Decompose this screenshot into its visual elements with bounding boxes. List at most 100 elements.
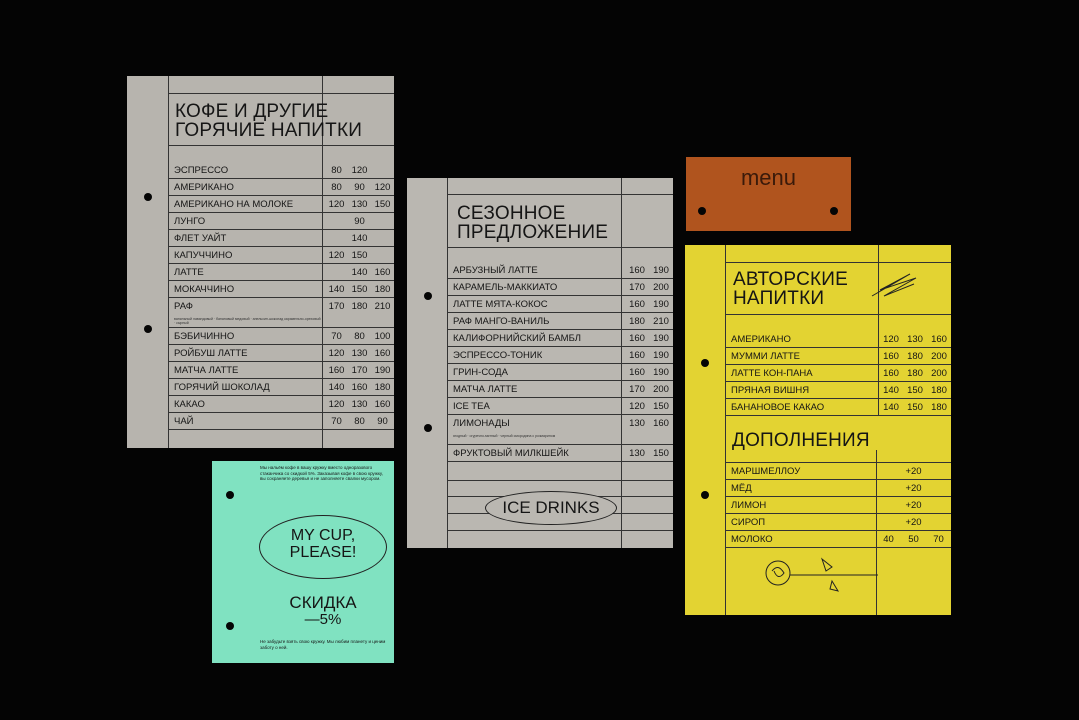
item-price: +20: [905, 465, 922, 477]
item-price: 180: [907, 350, 923, 362]
item-price: 150: [653, 400, 669, 412]
punch-hole: [698, 207, 706, 215]
item-price: [371, 216, 394, 227]
item-note: ягодный · огуречно-мятный · черный сморо…: [453, 434, 556, 438]
item-price: [371, 233, 394, 244]
item-price: 70: [331, 415, 342, 427]
menu-item: ФРУКТОВЫЙ МИЛКШЕЙК 130 150: [447, 445, 673, 462]
item-name: МАТЧА ЛАТТЕ: [174, 364, 239, 376]
addons-title: Дополнения: [732, 430, 870, 451]
slogan-line: PLEASE!: [289, 544, 357, 561]
menu-item: ЭСПРЕССО 80 120: [168, 162, 394, 179]
item-name: БАНАНОВОЕ КАКАО: [731, 401, 825, 413]
item-name: КАЛИФОРНИЙСКИЙ БАМБЛ: [453, 332, 582, 344]
title-line: напитки: [733, 288, 825, 309]
item-name: ЛУНГО: [174, 215, 206, 227]
item-price: [371, 250, 394, 261]
item-price: 120: [629, 400, 645, 412]
item-price: 160: [931, 333, 947, 345]
menu-item: АРБУЗНЫЙ ЛАТТЕ 160 190: [447, 262, 673, 279]
menu-item: РАФ МАНГО-ВАНИЛЬ 180 210: [447, 313, 673, 330]
seasonal-menu-list: АРБУЗНЫЙ ЛАТТЕ 160 190 КАРАМЕЛЬ-МАККИАТО 170…: [447, 262, 673, 462]
item-price: 180: [931, 401, 947, 413]
menu-tag: menu: [686, 157, 851, 231]
item-price: 120: [328, 249, 345, 261]
punch-hole: [226, 491, 234, 499]
item-price: 120: [883, 333, 899, 345]
footer-text: Не забудьте взять свою кружку. Мы любим …: [260, 639, 386, 650]
item-name: ЛАТТЕ КОН-ПАНА: [731, 367, 813, 379]
item-name: АМЕРИКАНО: [731, 333, 791, 345]
slogan-line: MY CUP,: [290, 527, 356, 544]
menu-item: МАРШМЕЛЛОУ +20: [725, 463, 951, 480]
item-name: ПРЯНАЯ ВИШНЯ: [731, 384, 810, 396]
signature-menu-card: Авторские напитки АМЕРИКАНО 120 130 160 МУММ…: [685, 245, 951, 615]
item-price: 190: [653, 264, 669, 276]
punch-hole: [226, 622, 234, 630]
menu-item: АМЕРИКАНО 80 90 120: [168, 179, 394, 196]
item-price: 160: [374, 347, 391, 359]
item-price: 120: [374, 181, 391, 193]
menu-item: ФЛЕТ УАЙТ 140: [168, 230, 394, 247]
slogan: MY CUP, PLEASE!: [259, 527, 387, 561]
item-price: 140: [351, 232, 368, 244]
item-price: 200: [931, 367, 947, 379]
menu-item: РОЙБУШ ЛАТТЕ 120 130 160: [168, 345, 394, 362]
item-name: АРБУЗНЫЙ ЛАТТЕ: [453, 264, 538, 276]
item-name: МАТЧА ЛАТТЕ: [453, 383, 518, 395]
menu-item: АМЕРИКАНО НА МОЛОКЕ 120 130 150: [168, 196, 394, 213]
item-price: 80: [354, 415, 365, 427]
item-name: КАКАО: [174, 398, 205, 410]
menu-item: МАТЧА ЛАТТЕ 170 200: [447, 381, 673, 398]
item-price: 160: [374, 398, 391, 410]
item-price: 170: [629, 281, 645, 293]
item-price: 140: [351, 266, 368, 278]
punch-hole: [144, 325, 152, 333]
item-price: 140: [883, 401, 899, 413]
signature-menu-title: Авторские напитки: [733, 270, 848, 308]
item-price: +20: [905, 499, 922, 511]
hot-drinks-menu-card: Кофе и другие горячие напитки ЭСПРЕССО 80…: [127, 76, 394, 448]
hot-menu-list: ЭСПРЕССО 80 120 АМЕРИКАНО 80 90 120 АМЕРИКАНО Н…: [168, 162, 394, 430]
menu-item: ЛИМОНАДЫ ягодный · огуречно-мятный · черн…: [447, 415, 673, 445]
item-price: 130: [351, 198, 368, 210]
item-price: 70: [331, 330, 342, 342]
item-price: 140: [328, 283, 345, 295]
item-name: ЛАТТЕ МЯТА-КОКОС: [453, 298, 548, 310]
menu-item: ЭСПРЕССО-ТОНИК 160 190: [447, 347, 673, 364]
item-price: 140: [328, 381, 345, 393]
item-price: [371, 165, 394, 176]
item-price: 80: [331, 181, 342, 193]
menu-item: СИРОП +20: [725, 514, 951, 531]
punch-hole: [144, 193, 152, 201]
item-price: 200: [931, 350, 947, 362]
item-price: 180: [629, 315, 645, 327]
item-name: СИРОП: [731, 516, 766, 528]
item-price: 180: [907, 367, 923, 379]
item-name: РАФ: [174, 301, 193, 312]
item-price: 180: [351, 301, 368, 312]
item-price: 180: [931, 384, 947, 396]
item-note: ванильный лавандовый · банановый медовый…: [174, 317, 321, 325]
item-price: 190: [653, 332, 669, 344]
item-price: 150: [653, 447, 669, 459]
item-price: 90: [354, 181, 365, 193]
item-price: 130: [351, 347, 368, 359]
item-price: 190: [653, 349, 669, 361]
item-name: АМЕРИКАНО: [174, 181, 234, 193]
item-name: МОЛОКО: [731, 533, 773, 545]
item-price: 150: [374, 198, 391, 210]
item-price: 120: [328, 347, 345, 359]
scribble-icon: [871, 273, 917, 297]
punch-hole: [830, 207, 838, 215]
item-price: 130: [907, 333, 923, 345]
title-line: Кофе и другие: [175, 101, 329, 122]
menu-item: МАТЧА ЛАТТЕ 160 170 190: [168, 362, 394, 379]
menu-tag-label: menu: [740, 165, 797, 190]
item-name: ФРУКТОВЫЙ МИЛКШЕЙК: [453, 447, 569, 459]
menu-item: РАФ ванильный лавандовый · банановый медо…: [168, 298, 394, 328]
item-price: 160: [328, 364, 345, 376]
item-price: 200: [653, 281, 669, 293]
item-price: 190: [653, 298, 669, 310]
item-price: 90: [354, 215, 365, 227]
